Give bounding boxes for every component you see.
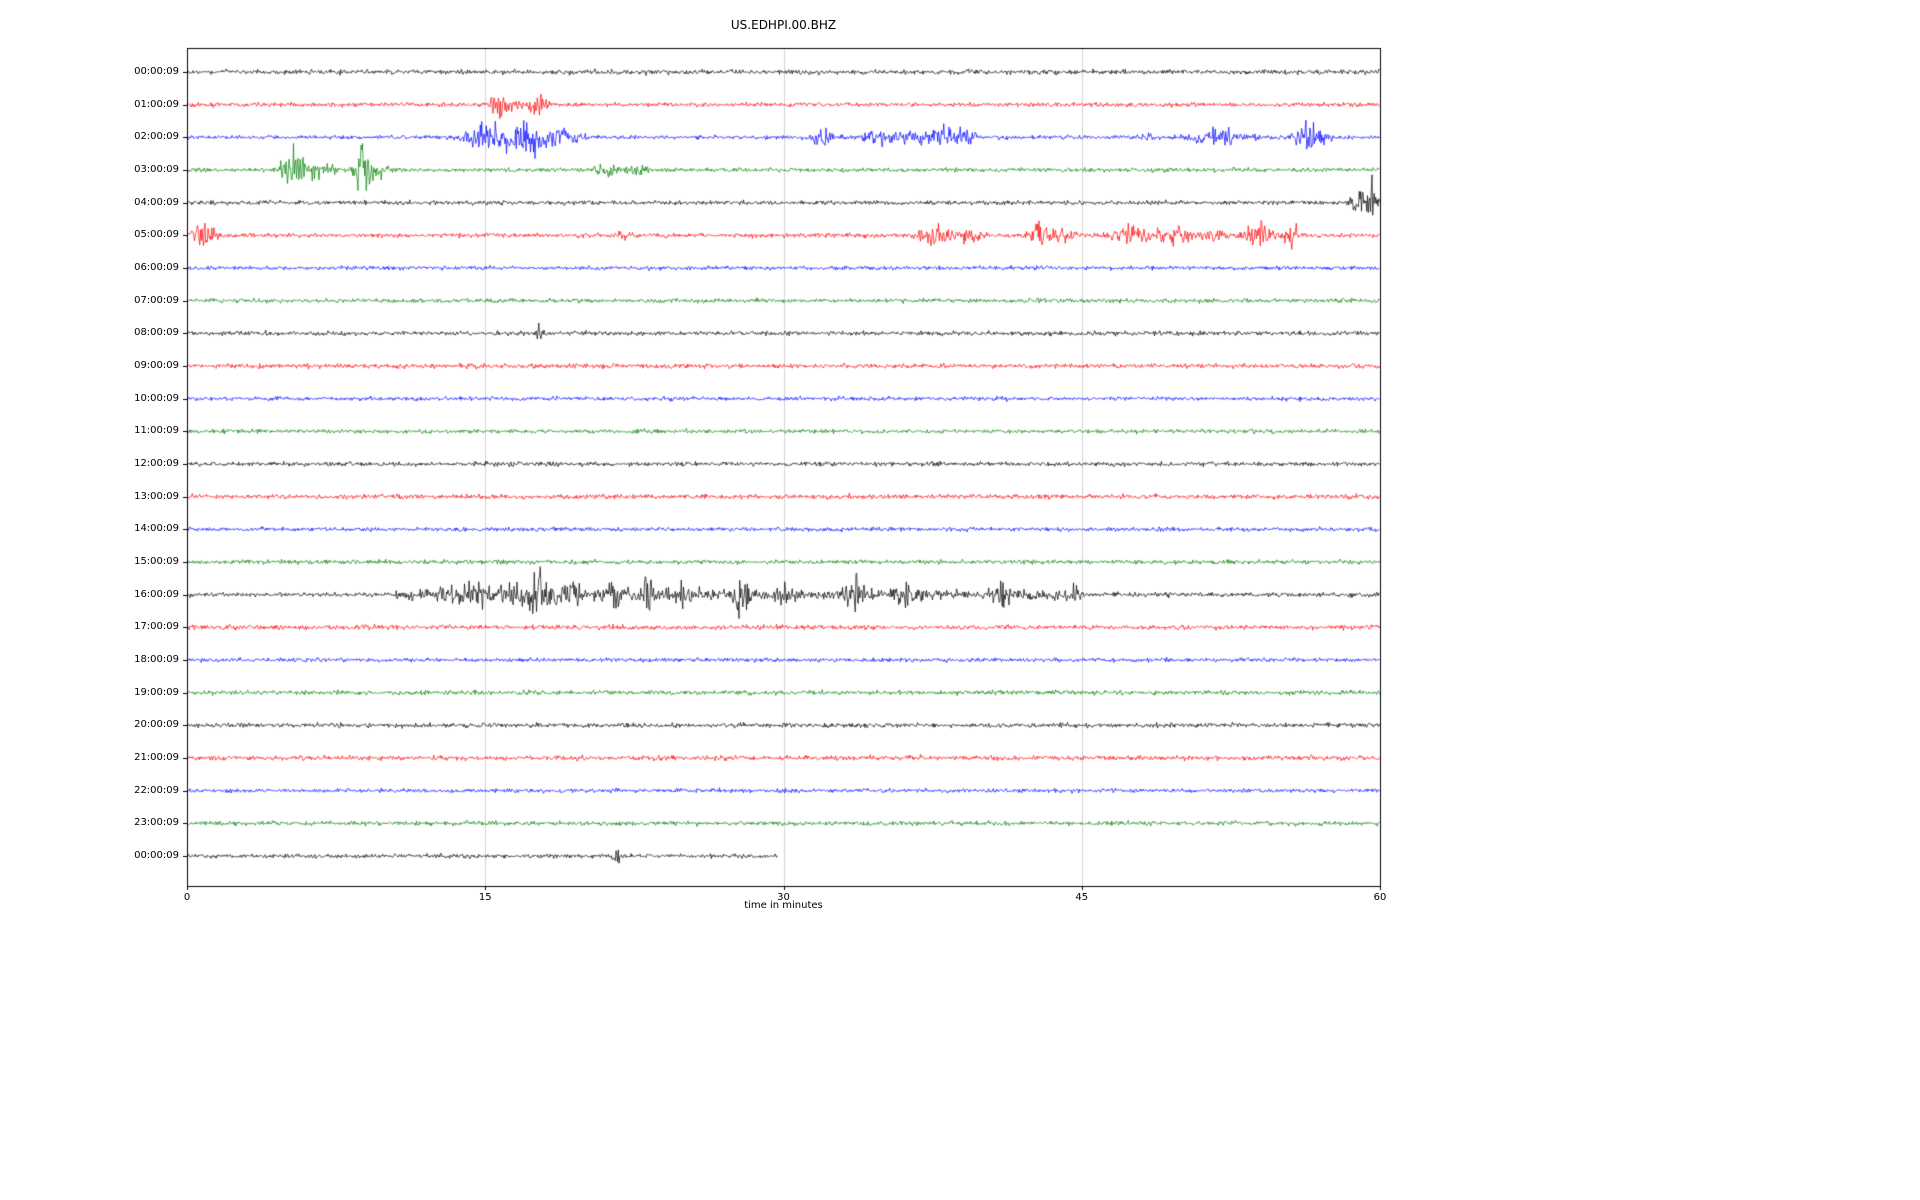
row-time-label: 01:00:09: [134, 98, 179, 110]
x-tick-label: 30: [777, 892, 790, 903]
row-time-label: 00:00:09: [134, 66, 179, 77]
chart-title: US.EDHPI.00.BHZ: [730, 18, 837, 32]
row-time-label: 15:00:09: [134, 556, 179, 567]
x-tick-label: 45: [1075, 892, 1089, 903]
row-time-label: 22:00:09: [134, 784, 179, 796]
row-time-label: 04:00:09: [134, 196, 179, 208]
x-tick-label: 15: [478, 892, 492, 903]
row-time-label: 02:00:09: [134, 131, 179, 143]
row-time-label: 08:00:09: [134, 327, 179, 339]
row-time-label: 07:00:09: [134, 294, 179, 306]
row-time-label: 03:00:09: [134, 164, 179, 175]
row-time-label: 13:00:09: [134, 490, 179, 502]
row-time-label: 09:00:09: [134, 360, 179, 371]
row-time-label: 23:00:09: [134, 817, 179, 829]
row-time-label: 17:00:09: [134, 621, 179, 633]
row-time-label: 21:00:09: [134, 752, 179, 763]
row-time-label: 20:00:09: [134, 719, 179, 731]
row-time-label: 19:00:09: [134, 686, 179, 698]
row-time-label: 11:00:09: [134, 425, 179, 437]
x-axis-label: time in minutes: [744, 900, 823, 911]
row-time-label: 00:00:09: [134, 850, 179, 861]
row-time-label: 05:00:09: [134, 229, 179, 241]
row-time-label: 10:00:09: [134, 392, 179, 404]
x-tick-label: 60: [1373, 892, 1387, 903]
row-time-label: 16:00:09: [134, 588, 179, 600]
row-time-label: 06:00:09: [134, 262, 179, 273]
x-tick-label: 0: [183, 892, 191, 903]
row-time-label: 12:00:09: [134, 458, 179, 469]
row-time-label: 18:00:09: [134, 654, 179, 665]
row-time-label: 14:00:09: [134, 523, 179, 535]
